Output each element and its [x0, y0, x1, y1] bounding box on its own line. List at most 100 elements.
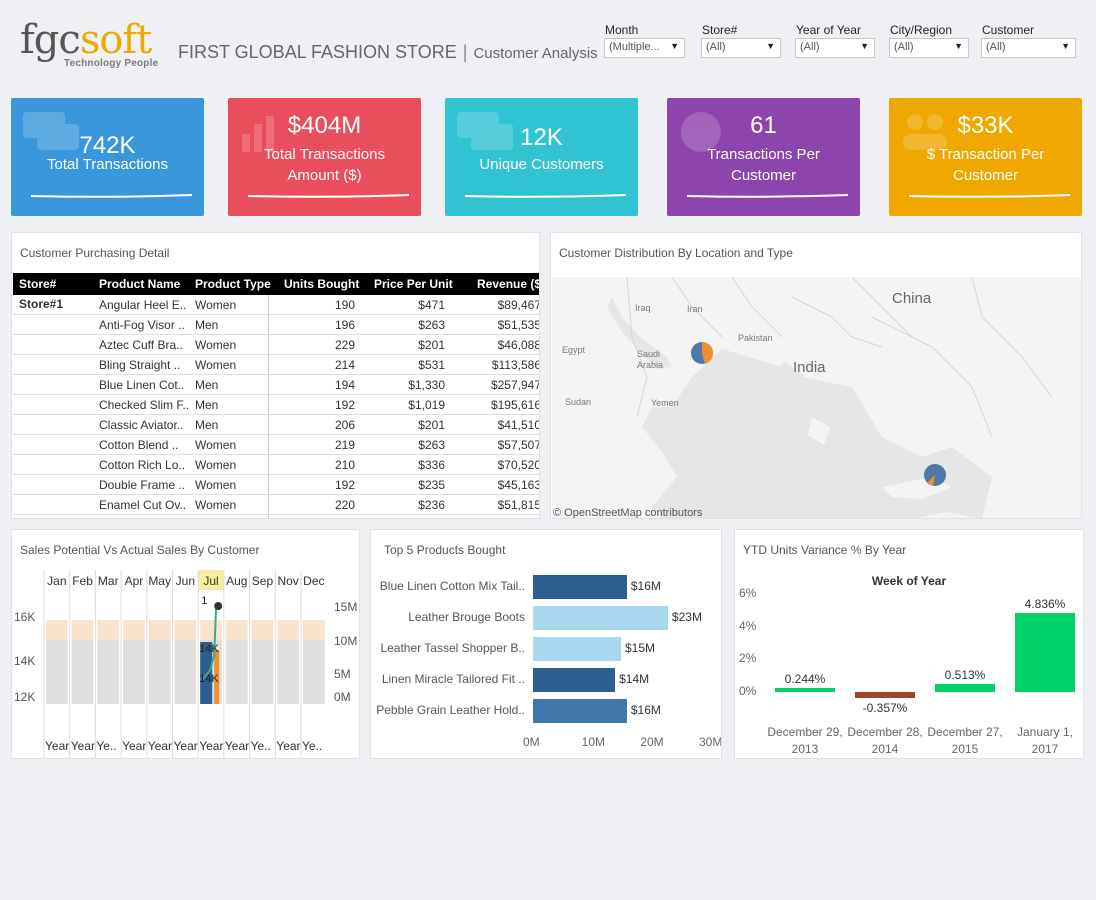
month-select[interactable]: (Multiple... ▼: [604, 38, 685, 58]
actual-bar[interactable]: [200, 642, 213, 704]
product-bar[interactable]: [533, 575, 627, 599]
filter-city: City/Region (All) ▼: [889, 22, 969, 64]
y-tick-label: 0%: [739, 684, 757, 698]
month-header[interactable]: Jun: [176, 574, 195, 588]
variance-bar[interactable]: [775, 688, 835, 692]
column-header[interactable]: Units Bought: [284, 277, 360, 291]
table-row[interactable]: Cotton Blend .. Women 219 $263 $57,507: [13, 435, 539, 455]
year-select[interactable]: (All) ▼: [795, 38, 875, 58]
table-row[interactable]: Enamel Cut Ov.. Women 220 $236 $51,815: [13, 495, 539, 515]
column-header[interactable]: Store#: [19, 277, 57, 291]
table-row[interactable]: Cotton Rich Lo.. Women 210 $336 $70,520: [13, 455, 539, 475]
month-header[interactable]: Mar: [98, 574, 119, 588]
column-header[interactable]: Revenue ($: [477, 277, 540, 291]
product-name-cell: Blue Linen Cot..: [99, 378, 185, 392]
year-label: Year: [122, 739, 146, 753]
month-header[interactable]: Feb: [72, 574, 93, 588]
bar-value-label: $16M: [630, 579, 661, 593]
bar-value-label: -0.357%: [862, 700, 908, 715]
map-attribution[interactable]: © OpenStreetMap contributors: [553, 507, 703, 519]
product-bar[interactable]: [533, 668, 616, 692]
title-separator: |: [462, 42, 468, 62]
month-header[interactable]: Nov: [277, 574, 298, 588]
bar-value-label: 4.836%: [1024, 597, 1066, 612]
filter-customer: Customer (All) ▼: [981, 22, 1076, 64]
globe-icon: [681, 112, 721, 152]
product-type-cell: Men: [195, 378, 219, 392]
trend-point[interactable]: [214, 602, 223, 610]
bar-value-label: $16M: [630, 703, 661, 717]
month-header[interactable]: May: [148, 574, 171, 588]
x-tick-label: 10M: [581, 735, 605, 749]
map-label: China: [892, 290, 932, 307]
product-bar[interactable]: [533, 637, 621, 661]
map-label: Iraq: [635, 303, 651, 313]
filter-value: (All): [706, 41, 726, 53]
city-select[interactable]: (All) ▼: [889, 38, 969, 58]
month-header[interactable]: Apr: [125, 574, 144, 588]
product-bar[interactable]: [533, 606, 668, 630]
map-label: Sudan: [565, 397, 592, 407]
company-logo: fgcsoft Technology People: [20, 18, 165, 74]
column-header[interactable]: Product Name: [99, 277, 181, 291]
customer-select[interactable]: (All) ▼: [981, 38, 1076, 58]
year-label: Year: [148, 739, 172, 753]
actual-area: [71, 640, 94, 704]
product-bar[interactable]: [533, 699, 627, 723]
revenue-cell: $51,535: [497, 318, 540, 332]
kpi-value: 12K: [520, 124, 563, 151]
y-tick-label: 4%: [739, 618, 757, 633]
kpi-total-transactions: 742K Total Transactions: [11, 98, 204, 216]
column-divider: [268, 295, 269, 518]
left-axis-label: 12K: [14, 690, 35, 704]
price-per-unit-cell: $1,330: [408, 378, 445, 392]
map-canvas[interactable]: [552, 277, 1082, 519]
product-type-cell: Women: [195, 438, 237, 452]
panel-title: Customer Distribution By Location and Ty…: [559, 246, 793, 260]
table-row[interactable]: Anti-Fog Visor .. Men 196 $263 $51,535: [13, 315, 539, 335]
variance-bar[interactable]: [935, 683, 995, 692]
x-category-label: December 27, 2015: [927, 725, 1003, 756]
x-tick-label: 30M: [699, 735, 722, 749]
dropdown-arrow-icon: ▼: [954, 41, 963, 51]
year-label: Year: [45, 739, 69, 753]
table-row[interactable]: Aztec Cuff Bra.. Women 229 $201 $46,088: [13, 335, 539, 355]
kpi-transaction-per-customer-amount: $33K $ Transaction Per Customer: [889, 98, 1082, 216]
bar-category-label: Leather Tassel Shopper B..: [380, 641, 525, 655]
column-header[interactable]: Price Per Unit: [374, 277, 453, 291]
kpi-value: $33K: [957, 112, 1014, 139]
variance-bar[interactable]: [855, 692, 915, 698]
table-row[interactable]: Blue Linen Cot.. Men 194 $1,330 $257,947: [13, 375, 539, 395]
table-row[interactable]: Angular Heel E.. Women 190 $471 $89,467: [13, 295, 539, 315]
table-row[interactable]: Checked Slim F.. Men 192 $1,019 $195,616: [13, 395, 539, 415]
bar-chart-icon: [242, 116, 274, 152]
panel-title: Customer Purchasing Detail: [20, 246, 170, 260]
product-name-cell: Aztec Cuff Bra..: [99, 338, 183, 352]
variance-bar[interactable]: [1015, 613, 1075, 692]
product-name-cell: Double Frame ..: [99, 478, 186, 492]
right-axis-label: 0M: [334, 690, 351, 704]
filter-label: City/Region: [890, 23, 953, 37]
top-products-panel: Top 5 Products Bought Blue Linen Cotton …: [370, 529, 722, 759]
year-label: Year: [276, 739, 300, 753]
store-select[interactable]: (All) ▼: [701, 38, 781, 58]
month-header[interactable]: Dec: [303, 574, 324, 588]
month-header[interactable]: Aug: [226, 574, 247, 588]
potential-bar[interactable]: [214, 650, 220, 704]
revenue-cell: $57,507: [497, 438, 540, 452]
sales-potential-chart[interactable]: Jan Year Feb Year Mar Ye.. Apr Year May Year Jun Ye…: [12, 570, 360, 759]
month-header[interactable]: Sep: [252, 574, 274, 588]
table-row[interactable]: Double Frame .. Women 192 $235 $45,163: [13, 475, 539, 495]
units-bought-cell: 229: [334, 338, 355, 352]
actual-area: [148, 640, 171, 704]
table-row[interactable]: Bling Straight .. Women 214 $531 $113,586: [13, 355, 539, 375]
month-header[interactable]: Jul: [203, 574, 218, 588]
year-label: Year: [174, 739, 198, 753]
month-highlight: [198, 570, 224, 590]
price-per-unit-cell: $336: [418, 458, 445, 472]
column-header[interactable]: Product Type: [195, 277, 271, 291]
table-row[interactable]: Classic Aviator.. Men 206 $201 $41,510: [13, 415, 539, 435]
month-header[interactable]: Jan: [47, 574, 66, 588]
product-name-cell: Checked Slim F..: [99, 398, 190, 412]
price-per-unit-cell: $201: [418, 338, 445, 352]
